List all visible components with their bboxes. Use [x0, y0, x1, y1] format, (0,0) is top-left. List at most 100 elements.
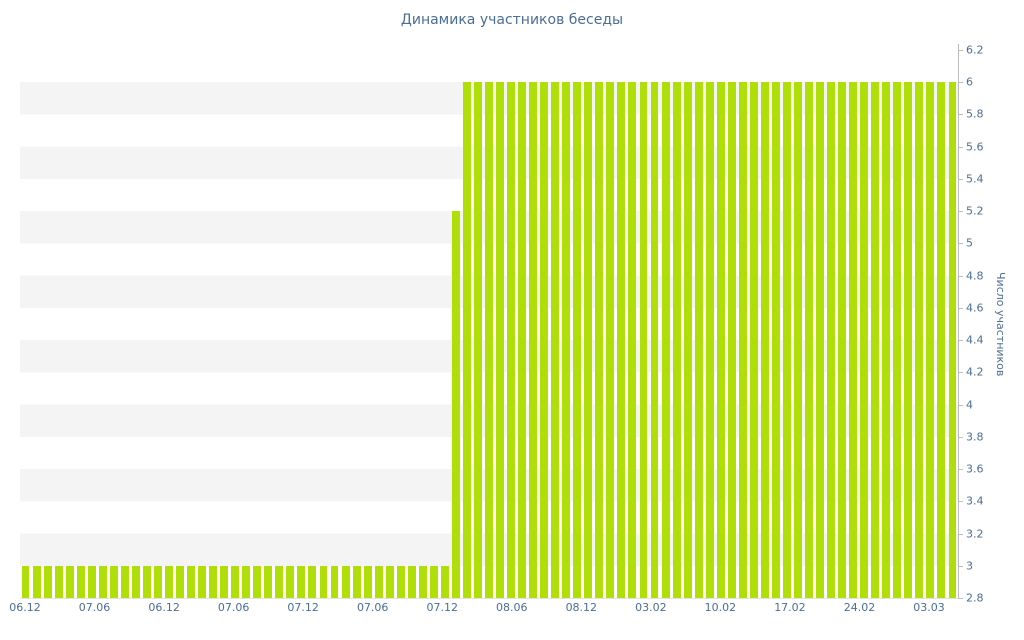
bar: [518, 82, 527, 598]
bar: [904, 82, 913, 598]
bar: [153, 565, 162, 598]
bar: [65, 565, 74, 598]
bar: [805, 82, 813, 598]
y-tick-label: 4: [966, 398, 973, 412]
y-tick-label: 3.6: [966, 462, 984, 476]
bar: [948, 82, 957, 598]
bar: [407, 565, 416, 598]
bar: [882, 82, 891, 598]
bar: [838, 82, 847, 598]
plot-area: [20, 50, 958, 599]
bar: [639, 82, 648, 598]
x-tick-label: 07.06: [217, 601, 250, 614]
bar: [937, 82, 946, 598]
y-tick-label: 5.2: [966, 204, 984, 218]
bar: [738, 82, 747, 598]
y-tick-label: 4.4: [966, 333, 984, 347]
bar: [473, 82, 482, 598]
bar: [694, 82, 703, 598]
x-tick-label: 24.02: [843, 601, 876, 614]
bar: [363, 565, 372, 598]
bar: [264, 565, 273, 598]
y-axis-line: [958, 44, 959, 599]
bar: [507, 82, 516, 598]
bar: [683, 82, 692, 598]
bar: [120, 565, 129, 598]
bar: [131, 565, 140, 598]
bar: [198, 565, 207, 598]
y-tick-mark: [959, 340, 963, 342]
bar: [253, 565, 262, 598]
bar: [860, 82, 869, 598]
bar: [308, 565, 317, 598]
y-tick-label: 6: [966, 75, 973, 89]
x-tick-label: 10.02: [704, 601, 737, 614]
y-tick-mark: [959, 372, 963, 374]
y-tick-label: 3.2: [966, 527, 984, 541]
bar: [451, 211, 460, 598]
bar: [275, 565, 284, 598]
bar: [628, 82, 637, 598]
x-tick-label: 03.02: [635, 601, 667, 614]
bar: [187, 565, 195, 598]
bar: [76, 565, 85, 598]
y-tick-mark: [959, 436, 963, 438]
y-tick-mark: [959, 178, 963, 180]
bar: [749, 82, 758, 598]
bar: [165, 565, 173, 598]
x-tick-label: 03.03: [913, 601, 945, 614]
bar: [617, 82, 626, 598]
bar: [672, 82, 681, 598]
bar: [462, 82, 471, 598]
bar: [385, 565, 394, 598]
y-tick-mark: [959, 404, 963, 406]
x-tick-label: 08.12: [565, 601, 598, 614]
bar: [440, 565, 449, 598]
y-tick-mark: [959, 533, 963, 535]
bar: [705, 82, 714, 598]
bar: [727, 82, 736, 598]
bar: [782, 82, 791, 598]
bar: [330, 565, 339, 598]
y-tick-label: 5: [966, 236, 973, 250]
y-tick-label: 2.8: [966, 591, 984, 605]
bar: [849, 82, 858, 598]
y-tick-label: 3: [966, 559, 973, 573]
bar: [595, 82, 604, 598]
y-tick-mark: [959, 243, 963, 245]
bar: [418, 565, 427, 598]
y-tick-mark: [959, 82, 963, 84]
bar: [341, 565, 350, 598]
bar: [485, 82, 493, 598]
y-tick-mark: [959, 50, 963, 51]
y-tick-label: 5.4: [966, 172, 984, 186]
y-tick-mark: [959, 565, 963, 567]
bar: [771, 82, 780, 598]
x-tick-label: 06.12: [9, 601, 41, 614]
bar: [540, 82, 549, 598]
x-tick-label: 07.06: [356, 601, 389, 614]
y-tick-label: 6.2: [966, 43, 984, 57]
bar: [352, 565, 361, 598]
y-tick-label: 4.6: [966, 301, 984, 315]
bar: [109, 565, 118, 598]
bar: [871, 82, 880, 598]
bar: [606, 82, 615, 598]
bar: [297, 565, 306, 598]
x-tick-label: 07.12: [426, 601, 458, 614]
y-tick-mark: [959, 469, 963, 471]
bar: [209, 565, 218, 598]
bar: [21, 565, 30, 598]
bar: [926, 82, 935, 598]
x-tick-label: 07.12: [287, 601, 319, 614]
bar: [286, 565, 295, 598]
y-tick-mark: [959, 598, 963, 599]
y-tick-mark: [959, 146, 963, 148]
bar: [231, 565, 240, 598]
bar: [220, 565, 229, 598]
x-tick-label: 17.02: [774, 601, 806, 614]
bar: [661, 82, 670, 598]
bar: [396, 565, 405, 598]
bar: [374, 565, 383, 598]
